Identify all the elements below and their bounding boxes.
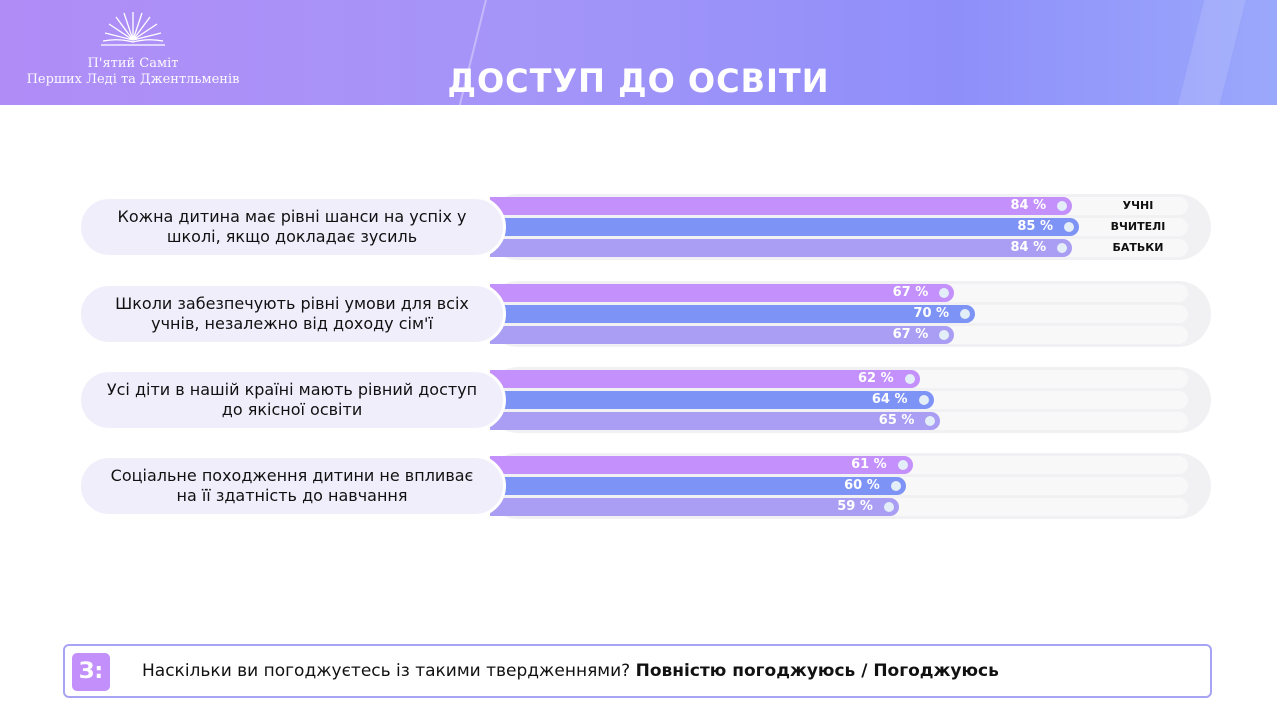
bar-end-dot	[1057, 201, 1068, 211]
data-label: 67 %	[892, 285, 929, 300]
bar-end-dot	[1057, 243, 1068, 253]
bar-вчителі: 70 %	[490, 305, 976, 323]
bar-учні: 61 %	[490, 456, 913, 474]
question-text: Наскільки ви погоджуєтесь із такими твер…	[142, 661, 999, 681]
bar-учні: 62 %	[490, 370, 920, 388]
logo: П'ятий Саміт Перших Леді та Джентльменів	[0, 8, 266, 88]
book-sun-icon	[101, 12, 165, 46]
bar-учні: 67 %	[490, 284, 955, 302]
header: П'ятий Саміт Перших Леді та Джентльменів…	[0, 0, 1277, 105]
bar-end-dot	[925, 416, 936, 426]
legend-label: ВЧИТЕЛІ	[1110, 220, 1166, 233]
bar-батьки: 84 %	[490, 239, 1073, 257]
bar-end-dot	[960, 309, 971, 319]
data-label: 70 %	[913, 306, 950, 321]
bar-батьки: 67 %	[490, 326, 955, 344]
data-label: 61 %	[851, 457, 887, 472]
bar-end-dot	[918, 395, 929, 405]
data-label: 84 %	[1010, 198, 1047, 213]
bar-вчителі: 60 %	[490, 477, 906, 495]
data-label: 65 %	[878, 413, 915, 428]
question: Наскільки ви погоджуєтесь із такими твер…	[142, 661, 631, 681]
data-label: 62 %	[858, 371, 894, 386]
bar-вчителі: 85 %	[490, 218, 1080, 236]
category-label: Кожна дитина має рівні шанси на успіх у …	[78, 196, 506, 258]
bar-end-dot	[939, 330, 950, 340]
bar-end-dot	[897, 460, 908, 470]
bar-end-dot	[939, 288, 950, 298]
page-title: ДОСТУП ДО ОСВІТИ	[447, 62, 830, 100]
bar-end-dot	[890, 481, 901, 491]
bar-учні: 84 %	[490, 197, 1073, 215]
category-label: Усі діти в нашій країні мають рівний дос…	[78, 369, 506, 431]
category-label: Соціальне походження дитини не впливає н…	[78, 455, 506, 517]
data-label: 60 %	[844, 478, 880, 493]
data-label: 67 %	[892, 327, 929, 342]
bar-end-dot	[883, 502, 894, 512]
data-label: 85 %	[1017, 219, 1054, 234]
data-label: 64 %	[871, 392, 908, 407]
logo-line-1: П'ятий Саміт	[87, 56, 179, 71]
answer-scope: Повністю погоджуюсь / Погоджуюсь	[635, 661, 999, 681]
bar-вчителі: 64 %	[490, 391, 934, 409]
bar-end-dot	[904, 374, 915, 384]
question-badge: З:	[72, 653, 110, 691]
logo-line-2: Перших Леді та Джентльменів	[26, 72, 240, 87]
legend-label: БАТЬКИ	[1112, 241, 1164, 254]
bar-батьки: 59 %	[490, 498, 899, 516]
bar-end-dot	[1064, 222, 1075, 232]
bar-батьки: 65 %	[490, 412, 941, 430]
data-label: 84 %	[1010, 240, 1047, 255]
category-label: Школи забезпечують рівні умови для всіх …	[78, 283, 506, 345]
question-footer: З: Наскільки ви погоджуєтесь із такими т…	[63, 644, 1212, 698]
legend-label: УЧНІ	[1122, 199, 1154, 212]
data-label: 59 %	[837, 499, 873, 514]
